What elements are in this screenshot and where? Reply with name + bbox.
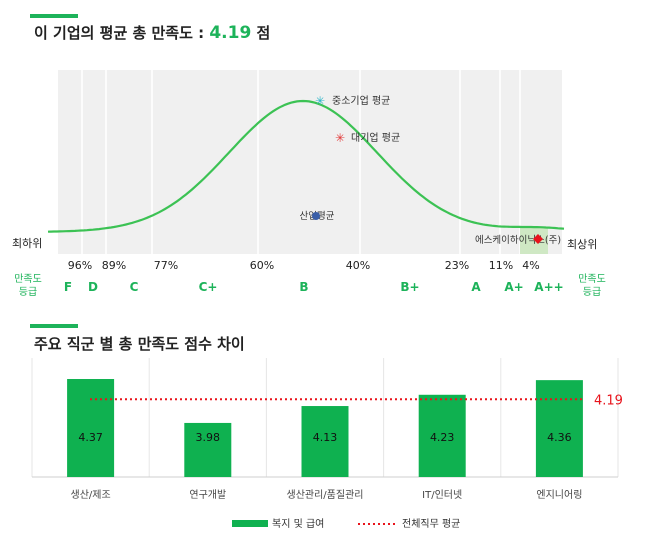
category-label: IT/인터넷 <box>422 489 462 501</box>
large-company-marker-icon: ✳ <box>335 131 345 145</box>
category-label: 연구개발 <box>189 489 226 501</box>
bar <box>418 394 466 477</box>
company-score-title: 이 기업의 평균 총 만족도 : 4.19 점 <box>34 22 270 43</box>
category-label: 엔지니어링 <box>536 489 582 501</box>
grade-label: B <box>299 280 308 294</box>
percentile-label: 23% <box>445 259 469 272</box>
company-score-value: 4.19 <box>209 23 252 43</box>
category-label: 생산관리/품질관리 <box>287 489 364 501</box>
grade-label: C <box>130 280 139 294</box>
bar <box>301 406 349 477</box>
percentile-label: 77% <box>154 259 178 272</box>
percentile-label: 96% <box>68 259 92 272</box>
overall-average-label: 4.19 <box>594 393 623 408</box>
percentile-label: 89% <box>102 259 126 272</box>
legend-bar-swatch <box>232 520 268 527</box>
bar-value-label: 4.13 <box>313 431 338 444</box>
company-marker-icon <box>533 234 543 244</box>
grade-axis-title-left-2: 등급 <box>19 286 37 298</box>
grade-label: A <box>471 280 481 294</box>
highest-end-label: 최상위 <box>567 238 597 251</box>
legend-bar-label: 복지 및 급여 <box>272 518 324 530</box>
percentile-label: 40% <box>346 259 370 272</box>
grade-labels: F D C C+ B B+ A A+ A++ <box>64 280 564 294</box>
percentile-label: 11% <box>489 259 513 272</box>
large-company-label: 대기업 평균 <box>351 131 400 144</box>
category-labels: 생산/제조 연구개발 생산관리/품질관리 IT/인터넷 엔지니어링 <box>71 489 583 501</box>
percentile-label: 60% <box>250 259 274 272</box>
legend-line-label: 전체직무 평균 <box>402 518 460 530</box>
satisfaction-distribution-chart: ✳ 중소기업 평균 ✳ 대기업 평균 산업평균 에스케이하이닉스(주) 최하위 … <box>12 70 606 298</box>
company-grade-highlight <box>520 228 548 254</box>
grade-label: A++ <box>534 280 563 294</box>
sme-average-label: 중소기업 평균 <box>332 94 390 107</box>
bar-value-label: 4.37 <box>78 431 103 444</box>
grade-label: A+ <box>504 280 523 294</box>
grade-label: B+ <box>400 280 419 294</box>
title-suffix: 점 <box>251 24 271 42</box>
percentile-label: 4% <box>522 259 539 272</box>
grade-axis-title-right-2: 등급 <box>583 286 601 298</box>
bar <box>535 380 583 477</box>
distribution-band <box>58 70 562 254</box>
section1-accent-bar <box>30 14 78 18</box>
bar-value-label: 4.23 <box>430 431 455 444</box>
grade-label: D <box>88 280 98 294</box>
title-prefix: 이 기업의 평균 총 만족도 : <box>34 24 210 42</box>
percentile-labels: 96% 89% 77% 60% 40% 23% 11% 4% <box>68 259 540 272</box>
category-label: 생산/제조 <box>71 489 111 501</box>
bar-value-label: 4.36 <box>547 431 572 444</box>
section2-accent-bar <box>30 324 78 328</box>
job-group-title: 주요 직군 별 총 만족도 점수 차이 <box>34 335 245 353</box>
grade-axis-title-left-1: 만족도 <box>14 273 42 285</box>
industry-average-marker-icon <box>312 212 320 220</box>
bar <box>67 379 115 477</box>
job-group-bar-chart: 4.37 3.98 4.13 4.23 4.36 4.19 생산/제조 연구개발 생산관리/… <box>31 358 623 530</box>
grade-axis-title-right-1: 만족도 <box>578 273 606 285</box>
bell-curve <box>47 99 565 233</box>
bar-value-label: 3.98 <box>196 431 221 444</box>
bars: 4.37 3.98 4.13 4.23 4.36 <box>67 379 583 477</box>
grade-label: C+ <box>199 280 218 294</box>
lowest-end-label: 최하위 <box>12 236 42 250</box>
grade-label: F <box>64 280 72 294</box>
bar <box>184 422 232 477</box>
company-label: 에스케이하이닉스(주) <box>475 234 561 246</box>
grade-dividers <box>81 70 521 254</box>
sme-average-marker-icon: ✳ <box>315 94 325 108</box>
